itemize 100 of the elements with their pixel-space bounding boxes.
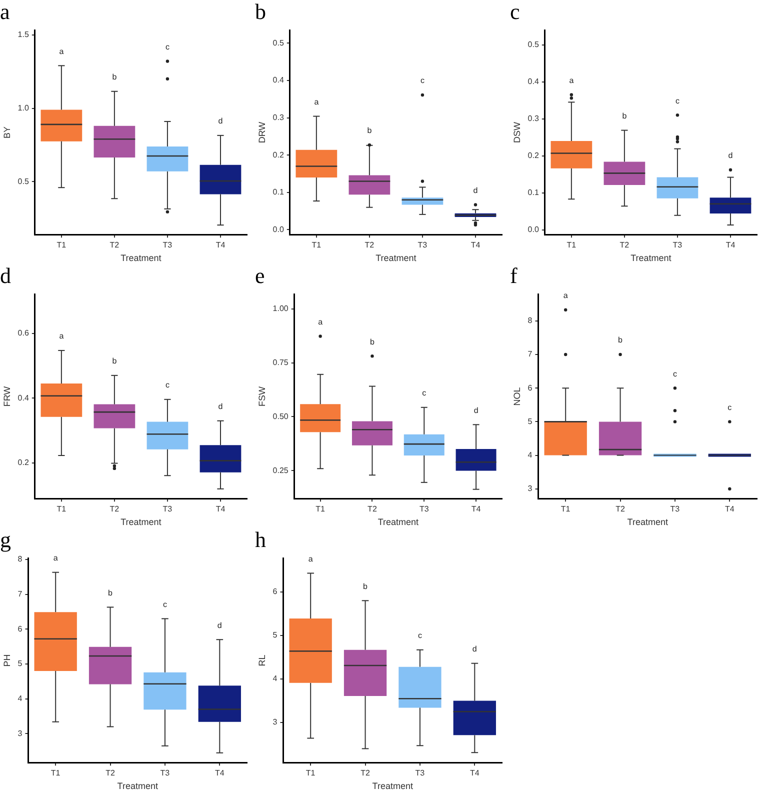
y-tick-label: 8 (528, 316, 533, 326)
chart-title: f (510, 262, 518, 288)
chart-title: g (0, 526, 11, 552)
x-tick-label: T3 (162, 240, 173, 250)
annotation: d (474, 406, 478, 415)
x-tick-label: T4 (216, 504, 226, 514)
y-tick-label: 4 (272, 674, 278, 684)
y-tick-label: 0.6 (18, 328, 30, 338)
y-tick-label: 0.0 (528, 224, 540, 234)
y-tick-label: 0.4 (272, 76, 284, 85)
x-tick-label: T1 (306, 768, 316, 778)
x-tick-label: T2 (364, 240, 375, 250)
y-tick-label: 0.4 (528, 77, 540, 86)
y-tick-label: 1.0 (18, 103, 30, 112)
x-axis-title: Treatment (630, 253, 672, 264)
y-tick-label: 1.00 (272, 304, 289, 314)
annotation: c (728, 402, 732, 412)
annotation: a (59, 46, 64, 56)
x-tick-label: T4 (214, 768, 225, 778)
annotation: a (53, 554, 58, 563)
annotation: d (217, 620, 222, 630)
annotation: a (308, 554, 314, 564)
annotation: c (422, 388, 426, 398)
x-tick-label: T1 (566, 240, 577, 250)
x-axis-title: Treatment (120, 517, 162, 528)
x-tick-label: T4 (471, 504, 482, 514)
y-axis-title: BY (2, 126, 12, 139)
y-tick-label: 6 (528, 383, 533, 392)
x-axis-title: Treatment (376, 253, 417, 264)
y-tick-label: 0.2 (528, 151, 540, 160)
annotation: a (314, 97, 320, 106)
y-tick-label: 0.4 (18, 393, 30, 402)
x-tick-label: T4 (470, 768, 480, 778)
x-tick-label: T3 (670, 504, 680, 514)
y-tick-label: 4 (528, 450, 533, 460)
x-tick-label: T2 (620, 240, 630, 250)
x-tick-label: T1 (56, 240, 67, 250)
x-tick-label: T4 (726, 240, 736, 250)
y-tick-label: 3 (272, 718, 278, 727)
x-tick-label: T3 (672, 240, 683, 250)
chart-title: c (510, 0, 520, 24)
annotation: c (420, 76, 424, 86)
chart-title: d (0, 262, 11, 288)
y-axis-title: DSW (512, 122, 522, 143)
annotation: b (112, 72, 118, 82)
x-tick-label: T4 (216, 240, 226, 250)
annotation: d (473, 186, 478, 195)
y-tick-label: 6 (18, 624, 23, 634)
chart-title: b (255, 0, 266, 24)
x-tick-label: T3 (162, 504, 173, 514)
y-tick-label: 0.3 (272, 112, 284, 122)
y-axis-title: RL (256, 654, 267, 666)
x-tick-label: T4 (470, 240, 481, 250)
annotation: c (672, 369, 677, 378)
x-tick-label: T1 (312, 240, 322, 250)
y-tick-label: 5 (272, 630, 278, 640)
x-tick-label: T3 (415, 768, 426, 778)
chart-title: h (255, 526, 266, 552)
y-axis-title: DRW (256, 121, 267, 144)
annotation: b (367, 126, 372, 136)
y-tick-label: 7 (528, 350, 533, 359)
annotation: c (165, 380, 170, 390)
annotation: b (112, 356, 118, 366)
chart-title: a (0, 0, 10, 24)
x-tick-label: T1 (50, 768, 61, 778)
x-axis-title: Treatment (120, 253, 162, 264)
y-tick-label: 0.5 (18, 176, 30, 186)
annotation: d (472, 644, 477, 654)
y-axis-title: NOL (512, 387, 522, 406)
annotation: b (370, 337, 376, 346)
annotation: d (218, 116, 223, 126)
x-axis-title: Treatment (372, 781, 414, 792)
x-tick-label: T2 (110, 240, 120, 250)
annotation: d (218, 402, 223, 412)
annotation: c (165, 42, 170, 52)
y-tick-label: 0.0 (272, 224, 284, 234)
chart-title: e (255, 262, 265, 288)
x-axis-title: Treatment (378, 517, 420, 528)
y-tick-label: 0.75 (272, 358, 289, 367)
x-tick-label: T1 (316, 504, 326, 514)
y-tick-label: 4 (18, 694, 23, 704)
annotation: b (622, 111, 628, 120)
y-tick-label: 0.25 (272, 466, 289, 475)
x-axis-title: Treatment (627, 517, 668, 528)
y-tick-label: 0.50 (272, 412, 289, 421)
y-tick-label: 1.5 (18, 30, 30, 40)
annotation: b (618, 336, 624, 345)
annotation: a (59, 332, 64, 341)
x-tick-label: T2 (368, 504, 378, 514)
x-tick-label: T3 (418, 240, 428, 250)
annotation: a (318, 317, 324, 326)
x-axis-title: Treatment (117, 781, 158, 792)
x-tick-label: T2 (616, 504, 626, 514)
y-axis-title: PH (2, 654, 12, 667)
y-tick-label: 3 (528, 484, 533, 494)
x-tick-label: T1 (56, 504, 67, 514)
annotation: d (728, 151, 733, 160)
y-tick-label: 0.5 (528, 40, 540, 50)
y-tick-label: 5 (528, 416, 533, 426)
y-tick-label: 3 (18, 728, 23, 738)
